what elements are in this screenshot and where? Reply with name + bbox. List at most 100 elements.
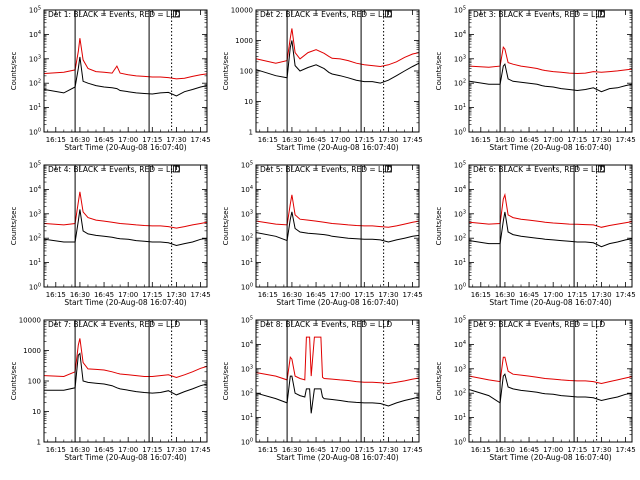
x-tick-label: 16:45 <box>94 291 114 299</box>
x-tick-label: 17:45 <box>190 446 210 454</box>
x-tick-label: 16:45 <box>306 136 326 144</box>
x-tick-label: 17:45 <box>615 136 635 144</box>
y-tick-label: 100 <box>241 438 253 447</box>
y-tick-label: 105 <box>29 6 41 15</box>
x-tick-label: 17:30 <box>591 446 611 454</box>
y-tick-label: 102 <box>454 389 466 398</box>
x-tick-label: 17:00 <box>543 136 563 144</box>
plot-frame <box>468 164 633 288</box>
x-axis-label: Start Time (20-Aug-08 16:07:40) <box>489 298 611 307</box>
lld-series-line <box>44 338 208 379</box>
y-tick-label: 104 <box>454 340 466 349</box>
y-tick-label: 1 <box>249 129 253 137</box>
plot-frame <box>43 9 208 133</box>
y-axis-label: Counts/sec <box>10 362 18 401</box>
y-tick-label: 10 <box>32 408 41 416</box>
x-tick-label: 17:30 <box>166 446 186 454</box>
events-series-line <box>44 209 208 247</box>
x-axis-label: Start Time (20-Aug-08 16:07:40) <box>489 143 611 152</box>
y-tick-label: 104 <box>454 185 466 194</box>
y-axis-label: Counts/sec <box>222 52 230 91</box>
y-tick-label: 101 <box>454 413 466 422</box>
y-tick-label: 101 <box>454 103 466 112</box>
y-tick-label: 1 <box>37 439 41 447</box>
x-tick-label: 17:15 <box>567 291 587 299</box>
y-tick-label: 100 <box>454 128 466 137</box>
x-tick-label: 16:30 <box>495 136 515 144</box>
y-tick-label: 102 <box>29 234 41 243</box>
x-tick-label: 16:30 <box>282 446 302 454</box>
x-tick-label: 16:15 <box>471 136 491 144</box>
events-series-line <box>44 352 208 396</box>
x-tick-label: 17:15 <box>142 136 162 144</box>
x-tick-label: 17:30 <box>378 291 398 299</box>
y-tick-label: 101 <box>241 413 253 422</box>
panel-title: Det 1: BLACK = Events, RED = LLD <box>48 10 180 19</box>
x-tick-label: 16:45 <box>519 136 539 144</box>
detector-panel-2: Det 2: BLACK = Events, RED = LLD 1 10 100 10… <box>222 7 423 153</box>
y-tick-label: 103 <box>29 209 41 218</box>
x-tick-label: 17:30 <box>378 446 398 454</box>
x-tick-label: 16:45 <box>306 446 326 454</box>
x-tick-label: 16:30 <box>495 291 515 299</box>
x-axis-label: Start Time (20-Aug-08 16:07:40) <box>64 143 186 152</box>
y-tick-label: 105 <box>454 316 466 325</box>
panel-title: Det 3: BLACK = Events, RED = LLD <box>473 10 605 19</box>
x-axis-label: Start Time (20-Aug-08 16:07:40) <box>64 453 186 462</box>
x-tick-label: 17:00 <box>330 446 350 454</box>
events-series-line <box>469 63 633 93</box>
events-series-line <box>469 373 633 404</box>
x-tick-label: 17:00 <box>330 136 350 144</box>
x-tick-label: 17:30 <box>591 291 611 299</box>
y-tick-label: 105 <box>454 6 466 15</box>
panel-title: Det 2: BLACK = Events, RED = LLD <box>260 10 392 19</box>
x-tick-label: 16:30 <box>282 136 302 144</box>
lld-series-line <box>256 28 420 68</box>
x-tick-label: 17:15 <box>354 446 374 454</box>
y-tick-label: 103 <box>241 209 253 218</box>
lld-series-line <box>469 356 633 385</box>
y-tick-label: 100 <box>29 283 41 292</box>
detector-panel-1: Det 1: BLACK = Events, RED = LLD 100 101 10… <box>10 6 211 153</box>
x-tick-label: 17:30 <box>166 291 186 299</box>
events-series-line <box>469 211 633 248</box>
x-tick-label: 16:15 <box>471 446 491 454</box>
lld-series-line <box>44 191 208 229</box>
y-tick-label: 101 <box>29 258 41 267</box>
y-tick-label: 105 <box>454 161 466 170</box>
x-tick-label: 16:15 <box>46 446 66 454</box>
y-tick-label: 101 <box>241 258 253 267</box>
x-tick-label: 17:45 <box>402 291 422 299</box>
plot-frame <box>43 164 208 288</box>
x-tick-label: 17:30 <box>591 136 611 144</box>
events-series-line <box>256 211 420 243</box>
y-tick-label: 102 <box>241 389 253 398</box>
panel-title: Det 5: BLACK = Events, RED = LLD <box>260 165 392 174</box>
y-tick-label: 103 <box>454 364 466 373</box>
detector-panel-7: Det 7: BLACK = Events, RED = LLD 1 10 100 10… <box>10 317 211 463</box>
y-tick-label: 103 <box>241 364 253 373</box>
y-tick-label: 103 <box>29 54 41 63</box>
x-axis-label: Start Time (20-Aug-08 16:07:40) <box>276 143 398 152</box>
x-tick-label: 17:45 <box>402 136 422 144</box>
y-tick-label: 104 <box>29 30 41 39</box>
y-tick-label: 105 <box>241 316 253 325</box>
y-tick-label: 1000 <box>235 37 253 45</box>
x-tick-label: 17:15 <box>567 136 587 144</box>
panel-title: Det 9: BLACK = Events, RED = LLD <box>473 320 605 329</box>
y-axis-label: Counts/sec <box>10 207 18 246</box>
detector-panel-3: Det 3: BLACK = Events, RED = LLD 100 101 10… <box>435 6 636 153</box>
y-tick-label: 100 <box>240 68 253 76</box>
y-tick-label: 100 <box>28 378 41 386</box>
events-series-line <box>256 40 420 84</box>
panel-title: Det 7: BLACK = Events, RED = LLD <box>48 320 180 329</box>
panel-title: Det 6: BLACK = Events, RED = LLD <box>473 165 605 174</box>
x-axis-label: Start Time (20-Aug-08 16:07:40) <box>64 298 186 307</box>
panel-title: Det 4: BLACK = Events, RED = LLD <box>48 165 180 174</box>
y-axis-label: Counts/sec <box>435 207 443 246</box>
x-tick-label: 17:30 <box>166 136 186 144</box>
x-tick-label: 16:15 <box>471 291 491 299</box>
x-tick-label: 16:45 <box>306 291 326 299</box>
x-tick-label: 16:15 <box>258 136 278 144</box>
